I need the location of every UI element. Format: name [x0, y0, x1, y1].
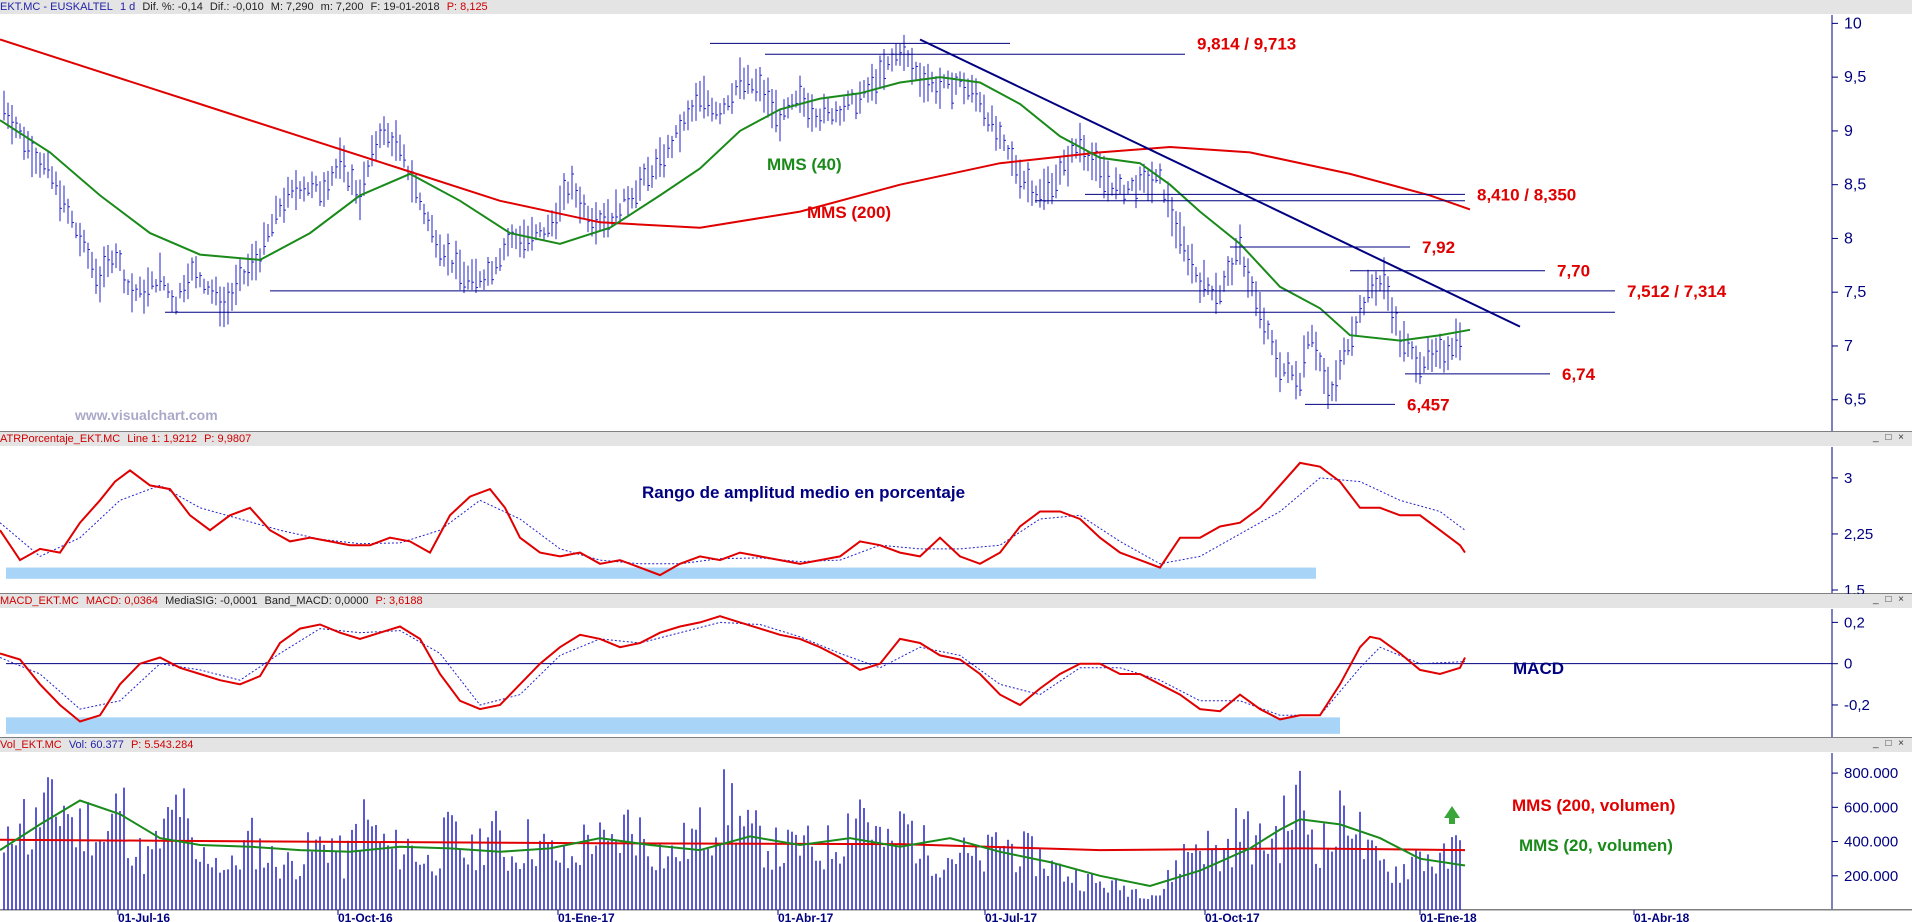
x-tick-label: 01-Jul-16	[118, 911, 170, 922]
atr-p: P: 9,9807	[204, 433, 252, 445]
atr-name: ATRPorcentaje_EKT.MC	[0, 433, 121, 445]
y-tick-label: 8	[1844, 230, 1853, 247]
macd-signal-line	[0, 621, 1466, 716]
level-label: 8,410 / 8,350	[1477, 185, 1576, 204]
x-tick-label: 01-Ene-18	[1420, 911, 1477, 922]
price-panel[interactable]: EKT.MC - EUSKALTEL 1 d Dif. %: -0,14 Dif…	[0, 0, 1912, 432]
y-tick-label: 800.000	[1844, 765, 1898, 782]
price-dif-pct: Dif. %: -0,14	[142, 1, 203, 13]
atr-band	[6, 567, 1316, 579]
macd-band: Band_MACD: 0,0000	[264, 595, 369, 607]
macd-line	[0, 615, 1466, 723]
y-tick-label: 400.000	[1844, 834, 1898, 851]
y-tick-label: 7,5	[1844, 284, 1866, 301]
atr-panel[interactable]: ATRPorcentaje_EKT.MC Line 1: 1,9212 P: 9…	[0, 432, 1912, 594]
y-tick-label: 2,25	[1844, 526, 1873, 543]
macd-panel[interactable]: MACD_EKT.MC MACD: 0,0364 MediaSIG: -0,00…	[0, 594, 1912, 738]
x-tick-label: 01-Abr-18	[1634, 911, 1690, 922]
trendline	[919, 38, 1521, 328]
level-label: 7,92	[1422, 238, 1455, 257]
y-tick-label: 3	[1844, 470, 1852, 487]
y-tick-label: -0,2	[1844, 697, 1870, 714]
level-label: 6,74	[1562, 365, 1596, 384]
price-header: EKT.MC - EUSKALTEL 1 d Dif. %: -0,14 Dif…	[0, 0, 1912, 14]
atr-header: ATRPorcentaje_EKT.MC Line 1: 1,9212 P: 9…	[0, 432, 1912, 446]
volume-value: Vol: 60.377	[68, 739, 124, 751]
y-tick-label: 600.000	[1844, 799, 1898, 816]
price-symbol: EKT.MC - EUSKALTEL	[0, 1, 113, 13]
mms200-label: MMS (200)	[807, 203, 891, 222]
x-tick-label: 01-Oct-17	[1205, 911, 1260, 922]
y-tick-label: 6,5	[1844, 392, 1866, 409]
price-period: 1 d	[119, 1, 136, 13]
atr-line	[0, 461, 1466, 577]
y-tick-label: 200.000	[1844, 868, 1898, 885]
y-tick-label: 0,2	[1844, 614, 1865, 631]
y-tick-label: 9	[1844, 123, 1853, 140]
price-dif: Dif.: -0,010	[209, 1, 264, 13]
volume-p: P: 5.543.284	[130, 739, 194, 751]
vol-mms20-line	[0, 799, 1466, 888]
level-label: 6,457	[1407, 395, 1450, 414]
volume-panel[interactable]: Vol_EKT.MC Vol: 60.377 P: 5.543.284 _ □ …	[0, 738, 1912, 922]
atr-window-buttons[interactable]: _ □ ×	[1873, 432, 1906, 443]
mms40-line	[0, 76, 1471, 342]
atr-line: Line 1: 1,9212	[127, 433, 198, 445]
price-p: P: 8,125	[446, 1, 488, 13]
level-label: 7,512 / 7,314	[1627, 282, 1727, 301]
y-tick-label: 0	[1844, 656, 1852, 673]
up-arrow-icon	[1444, 806, 1460, 824]
y-tick-label: 1,5	[1844, 582, 1865, 594]
volume-window-buttons[interactable]: _ □ ×	[1873, 738, 1906, 749]
vol-mms200-label: MMS (200, volumen)	[1512, 796, 1675, 815]
macd-band	[6, 717, 1340, 734]
price-chart[interactable]: 10 9,5 9 8,5 8 7,5 7 6,5 9,814 / 9,713 8,410 / 8,…	[0, 0, 1912, 432]
atr-signal-line	[0, 477, 1466, 565]
macd-chart[interactable]: 0,2 0 -0,2 MACD	[0, 594, 1912, 738]
macd-p: P: 3,6188	[375, 595, 423, 607]
atr-annotation: Rango de amplitud medio en porcentaje	[642, 483, 965, 502]
y-tick-label: 7	[1844, 338, 1853, 355]
x-tick-label: 01-Jul-17	[985, 911, 1037, 922]
vol-mms20-label: MMS (20, volumen)	[1519, 836, 1673, 855]
level-label: 7,70	[1557, 262, 1590, 281]
x-tick-label: 01-Abr-17	[778, 911, 834, 922]
volume-name: Vol_EKT.MC	[0, 739, 62, 751]
macd-signal: MediaSIG: -0,0001	[165, 595, 258, 607]
y-tick-label: 10	[1844, 15, 1862, 32]
macd-annotation: MACD	[1513, 659, 1564, 678]
price-max: M: 7,290	[270, 1, 314, 13]
macd-window-buttons[interactable]: _ □ ×	[1873, 594, 1906, 605]
price-min: m: 7,200	[320, 1, 364, 13]
price-date: F: 19-01-2018	[370, 1, 440, 13]
volume-chart[interactable]: 800.000 600.000 400.000 200.000 MMS (200, vo…	[0, 738, 1912, 922]
volume-header: Vol_EKT.MC Vol: 60.377 P: 5.543.284	[0, 738, 1912, 752]
atr-chart[interactable]: 3 2,25 1,5 Rango de amplitud medio en porce…	[0, 432, 1912, 594]
macd-name: MACD_EKT.MC	[0, 595, 79, 607]
watermark: www.visualchart.com	[75, 407, 218, 423]
y-tick-label: 8,5	[1844, 177, 1866, 194]
vol-mms200-line	[0, 838, 1466, 852]
x-tick-label: 01-Ene-17	[558, 911, 615, 922]
mms40-label: MMS (40)	[767, 155, 842, 174]
macd-value: MACD: 0,0364	[85, 595, 159, 607]
y-tick-label: 9,5	[1844, 69, 1866, 86]
x-tick-label: 01-Oct-16	[338, 911, 393, 922]
mms200-line	[0, 38, 1471, 229]
macd-header: MACD_EKT.MC MACD: 0,0364 MediaSIG: -0,00…	[0, 594, 1912, 608]
level-label: 9,814 / 9,713	[1197, 34, 1296, 53]
